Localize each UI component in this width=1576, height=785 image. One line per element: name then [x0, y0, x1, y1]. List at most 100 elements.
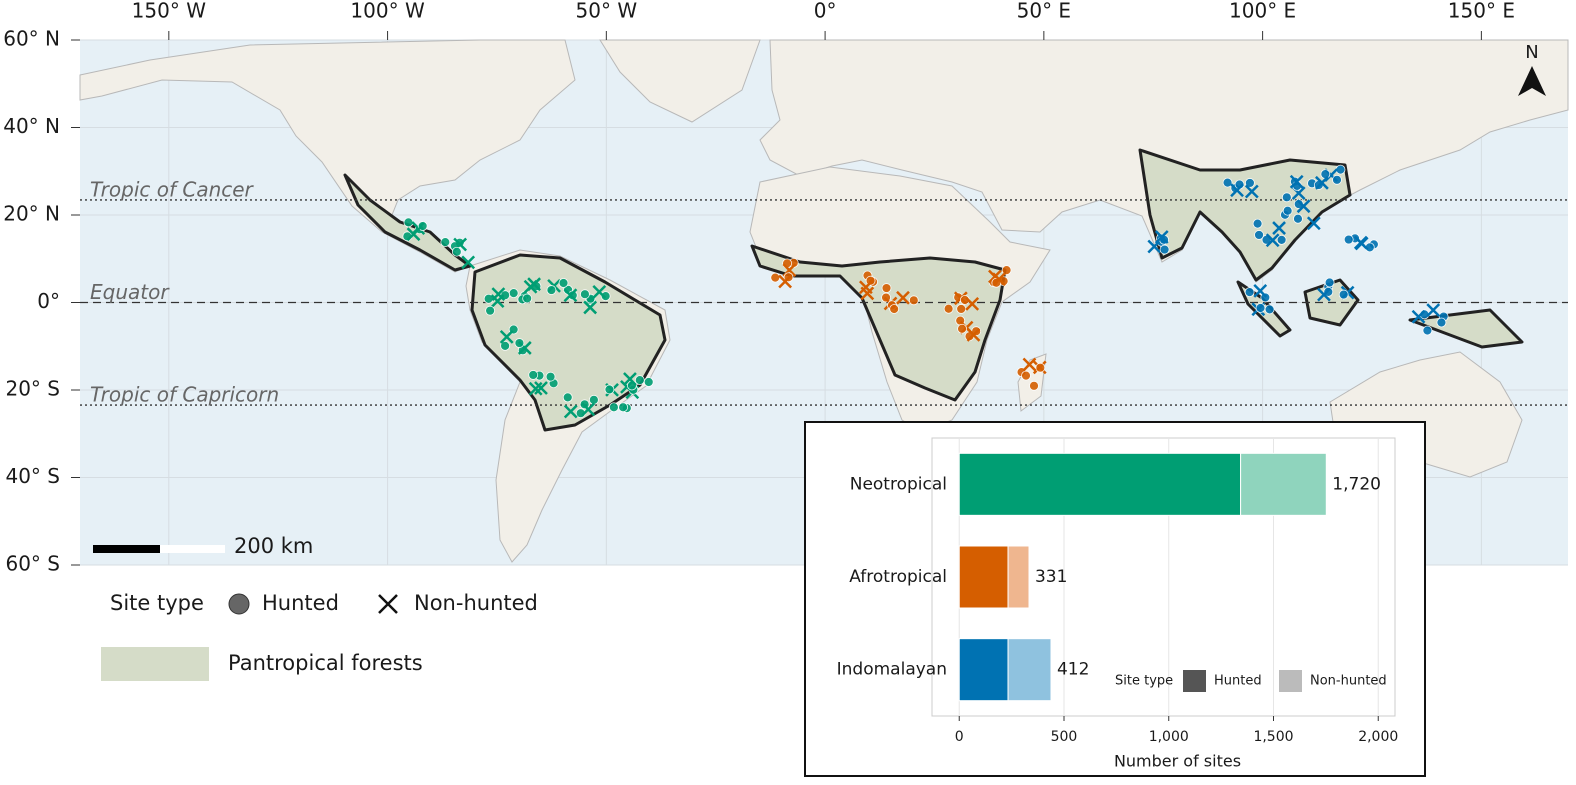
site-nonhunted: [1265, 233, 1280, 248]
site-nonhunted: [1315, 175, 1329, 190]
site-hunted: [604, 384, 615, 395]
legend-title: Site type: [1115, 674, 1173, 689]
site-hunted: [1436, 317, 1447, 328]
site-hunted: [1282, 205, 1293, 216]
site-nonhunted: [1147, 239, 1162, 254]
site-hunted: [562, 392, 573, 403]
map-axes: 150° W 100° W 50° W 0° 50° E 100° E 150° E 60° …: [3, 0, 1515, 576]
site-hunted: [1422, 325, 1433, 336]
y-tick-label: 0°: [37, 289, 60, 313]
site-nonhunted: [1411, 309, 1426, 324]
legend-hunted-symbol: [228, 593, 250, 615]
site-hunted: [588, 394, 599, 405]
site-hunted: [618, 402, 629, 413]
y-tick-label: 60° N: [3, 27, 60, 51]
site-nonhunted: [581, 402, 596, 417]
map-legend: Site type Hunted Non-hunted Pantropical …: [101, 591, 538, 681]
category-label: Neotropical: [850, 474, 947, 494]
site-hunted: [1245, 178, 1255, 188]
site-hunted: [643, 377, 654, 387]
site-hunted: [1222, 177, 1233, 188]
site-hunted: [1159, 244, 1170, 255]
site-hunted: [1276, 234, 1287, 245]
site-nonhunted: [1230, 183, 1244, 198]
site-hunted: [865, 275, 876, 286]
scale-bar-label: 200 km: [234, 534, 313, 558]
site-hunted: [1293, 213, 1303, 224]
site-hunted: [440, 237, 451, 248]
x-tick-label: 0°: [814, 0, 837, 23]
legend-label: Hunted: [262, 591, 339, 615]
x-axis-label: Number of sites: [1114, 752, 1241, 771]
site-hunted: [608, 402, 619, 413]
site-hunted: [508, 288, 519, 299]
site-nonhunted: [592, 285, 607, 299]
sites: [402, 164, 1449, 419]
site-nonhunted: [491, 287, 506, 302]
site-hunted: [943, 303, 954, 314]
site-hunted: [1035, 362, 1046, 373]
reference-label: Tropic of Cancer: [90, 177, 255, 201]
site-hunted: [417, 221, 428, 231]
legend-label: Hunted: [1214, 674, 1262, 689]
site-hunted: [908, 295, 919, 306]
site-nonhunted: [583, 300, 598, 315]
scale-bar-black: [93, 545, 160, 553]
forest-africa: [750, 244, 1007, 402]
bar-segment: [958, 638, 1009, 702]
reference-label: Equator: [90, 280, 170, 304]
bar-segment: [958, 545, 1009, 609]
site-nonhunted: [896, 290, 910, 305]
site-nonhunted: [528, 381, 543, 396]
x-tick-label: 150° E: [1448, 0, 1515, 23]
site-nonhunted: [527, 277, 542, 292]
north-label: N: [1525, 42, 1538, 63]
site-hunted: [1244, 287, 1255, 298]
x-tick-label: 100° E: [1229, 0, 1296, 23]
legend-title: Site type: [110, 591, 204, 615]
site-nonhunted: [461, 255, 476, 270]
site-hunted: [580, 289, 590, 300]
site-hunted: [1343, 234, 1354, 245]
x-tick-label: 50° W: [576, 0, 638, 23]
site-hunted: [500, 340, 511, 351]
site-hunted: [451, 246, 462, 257]
site-nonhunted: [859, 280, 873, 295]
greenland: [599, 39, 761, 123]
total-label: 412: [1057, 660, 1089, 680]
forest-central-america: [343, 173, 472, 272]
site-nonhunted: [1272, 221, 1286, 235]
site-hunted: [1281, 192, 1292, 203]
north-arrow: [1518, 66, 1546, 96]
legend-label: Non-hunted: [414, 591, 538, 615]
legend-swatch: [1183, 670, 1206, 692]
legend-forest-swatch: [101, 647, 209, 681]
site-hunted: [1332, 174, 1342, 185]
bar-segment: [1240, 452, 1327, 516]
site-nonhunted: [1296, 199, 1311, 214]
reference-label: Tropic of Capricorn: [90, 383, 279, 407]
reference-lines: Tropic of Cancer Equator Tropic of Caprico…: [80, 177, 1568, 407]
site-hunted: [522, 293, 533, 304]
site-hunted: [1264, 304, 1275, 315]
site-hunted: [558, 278, 569, 288]
site-hunted: [1255, 303, 1266, 313]
site-hunted: [1293, 199, 1304, 209]
site-hunted: [403, 217, 414, 228]
category-label: Afrotropical: [849, 567, 947, 587]
site-nonhunted: [1154, 230, 1169, 244]
y-tick-label: 40° N: [3, 114, 60, 138]
site-hunted: [1254, 230, 1264, 240]
site-nonhunted: [534, 381, 548, 395]
site-nonhunted: [966, 327, 981, 342]
site-hunted: [1252, 218, 1263, 229]
site-hunted: [1001, 265, 1012, 276]
site-hunted: [956, 304, 967, 314]
scale-bar-white: [160, 545, 225, 553]
legend-label: Non-hunted: [1310, 674, 1387, 689]
y-tick-label: 60° S: [5, 552, 60, 576]
site-hunted: [634, 375, 645, 386]
site-nonhunted: [563, 404, 578, 419]
